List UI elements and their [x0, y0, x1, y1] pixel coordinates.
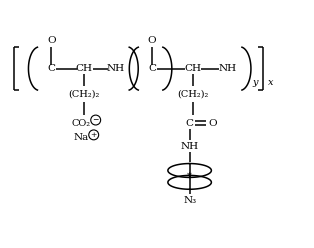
- Text: (CH₂)₂: (CH₂)₂: [177, 90, 208, 99]
- Text: +: +: [90, 131, 97, 139]
- Text: O: O: [148, 36, 156, 45]
- Text: C: C: [47, 64, 55, 73]
- Text: Na: Na: [73, 133, 89, 142]
- Text: (CH₂)₂: (CH₂)₂: [68, 90, 100, 99]
- Text: O: O: [47, 36, 56, 45]
- Text: CH: CH: [75, 64, 92, 73]
- Text: x: x: [268, 78, 273, 87]
- Text: N₃: N₃: [183, 196, 196, 205]
- Text: −: −: [93, 116, 99, 124]
- Text: O: O: [208, 119, 217, 127]
- Text: C: C: [186, 120, 194, 128]
- Text: NH: NH: [106, 64, 125, 73]
- Text: NH: NH: [218, 64, 236, 73]
- Text: y: y: [252, 78, 258, 87]
- Text: NH: NH: [181, 142, 199, 151]
- Text: C: C: [148, 64, 156, 73]
- Text: CO₂: CO₂: [71, 119, 90, 127]
- Text: CH: CH: [184, 64, 201, 73]
- Text: *: *: [187, 172, 192, 181]
